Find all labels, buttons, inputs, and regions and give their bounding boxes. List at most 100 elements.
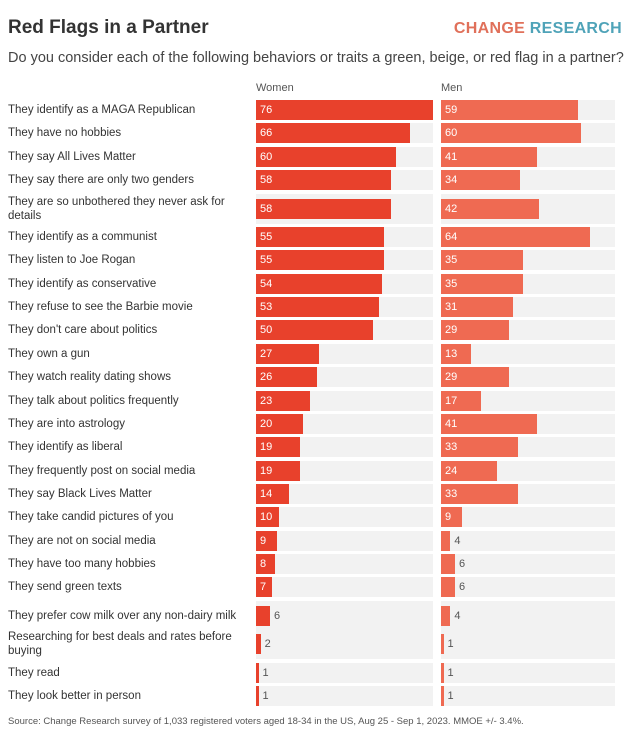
men-bar bbox=[441, 507, 462, 528]
women-bar bbox=[256, 413, 303, 434]
bar-track bbox=[441, 600, 615, 631]
bar-track bbox=[441, 662, 615, 683]
bar-track bbox=[441, 629, 615, 660]
data-label: 24 bbox=[445, 464, 458, 477]
category-label: They say there are only two genders bbox=[8, 174, 195, 187]
men-bar bbox=[441, 390, 481, 411]
brand-logo: CHANGE RESEARCH bbox=[453, 20, 622, 37]
bar-track bbox=[256, 600, 433, 631]
data-label: 29 bbox=[445, 324, 458, 337]
data-label: 76 bbox=[260, 104, 273, 116]
category-label: They take candid pictures of you bbox=[8, 511, 174, 524]
chart-title: Red Flags in a Partner bbox=[8, 17, 209, 38]
men-bar bbox=[441, 273, 523, 294]
category-label: They talk about politics frequently bbox=[8, 394, 179, 407]
men-bar bbox=[441, 100, 579, 120]
data-label: 60 bbox=[260, 150, 273, 163]
data-label: 6 bbox=[458, 581, 466, 594]
data-label: 33 bbox=[445, 441, 458, 454]
bar-track bbox=[441, 686, 615, 707]
category-label: They say Black Lives Matter bbox=[8, 487, 152, 500]
category-label: They watch reality dating shows bbox=[8, 371, 171, 384]
category-label: They have too many hobbies bbox=[8, 557, 156, 570]
data-label: 10 bbox=[260, 511, 273, 524]
data-label: 55 bbox=[260, 254, 273, 267]
footnote: Source: Change Research survey of 1,033 … bbox=[8, 716, 524, 727]
data-label: 14 bbox=[260, 487, 273, 500]
bar-track bbox=[441, 530, 615, 551]
category-label: They are not on social media bbox=[8, 534, 156, 547]
column-header-women: Women bbox=[256, 82, 294, 94]
data-label: 42 bbox=[445, 202, 458, 215]
bar-track bbox=[441, 553, 615, 574]
data-label: 9 bbox=[445, 511, 452, 524]
data-label: 1 bbox=[262, 666, 269, 679]
category-label: They don't care about politics bbox=[8, 324, 158, 337]
category-label: They are so unbothered they never ask fo… bbox=[8, 195, 225, 222]
data-label: 6 bbox=[458, 557, 466, 570]
women-bar bbox=[256, 662, 259, 683]
category-label: Researching for best deals and rates bef… bbox=[8, 631, 232, 658]
data-label: 50 bbox=[260, 324, 273, 337]
bar-track bbox=[441, 577, 615, 598]
data-label: 27 bbox=[260, 347, 273, 360]
column-header-men: Men bbox=[441, 82, 463, 94]
data-label: 58 bbox=[260, 202, 273, 215]
women-bar bbox=[256, 170, 392, 191]
data-label: 35 bbox=[445, 254, 458, 267]
women-bar bbox=[256, 530, 277, 551]
bar-track bbox=[256, 507, 433, 528]
data-label: 54 bbox=[260, 277, 273, 290]
category-label: They frequently post on social media bbox=[8, 464, 196, 477]
women-bar bbox=[256, 367, 317, 388]
data-label: 19 bbox=[260, 464, 273, 477]
women-bar bbox=[256, 123, 410, 144]
data-label: 35 bbox=[445, 277, 458, 290]
data-label: 1 bbox=[447, 690, 454, 703]
bar-track bbox=[256, 662, 433, 683]
women-bar bbox=[256, 390, 310, 411]
men-bar bbox=[441, 320, 509, 341]
category-label: They identify as conservative bbox=[8, 277, 157, 290]
women-bar bbox=[256, 198, 392, 219]
women-bar bbox=[256, 273, 382, 294]
category-label: They identify as liberal bbox=[8, 441, 123, 454]
category-label: They read bbox=[8, 666, 60, 679]
bar-track bbox=[256, 483, 433, 504]
women-bar bbox=[256, 507, 280, 528]
data-label: 13 bbox=[445, 347, 458, 360]
category-label: They identify as a communist bbox=[8, 231, 157, 244]
men-bar bbox=[441, 634, 444, 655]
category-label: They prefer cow milk over any non-dairy … bbox=[8, 609, 237, 622]
category-label: They refuse to see the Barbie movie bbox=[8, 301, 193, 314]
category-label: They own a gun bbox=[8, 347, 90, 360]
women-bar bbox=[256, 100, 434, 120]
data-label: 26 bbox=[260, 371, 273, 384]
men-bar bbox=[441, 553, 455, 574]
men-bar bbox=[441, 123, 581, 144]
category-label: They say All Lives Matter bbox=[8, 150, 136, 163]
data-label: 29 bbox=[445, 371, 458, 384]
category-label: They listen to Joe Rogan bbox=[8, 254, 136, 267]
men-bar bbox=[441, 662, 444, 683]
men-bar bbox=[441, 227, 591, 248]
women-bar bbox=[256, 460, 301, 481]
data-label: 17 bbox=[445, 394, 458, 407]
data-label: 4 bbox=[454, 609, 461, 622]
women-bar bbox=[256, 686, 259, 707]
data-label: 53 bbox=[260, 301, 273, 314]
data-label: 66 bbox=[260, 127, 273, 140]
bar-track bbox=[441, 390, 615, 411]
men-bar bbox=[441, 343, 472, 364]
women-bar bbox=[256, 483, 289, 504]
women-bar bbox=[256, 227, 385, 248]
data-label: 34 bbox=[445, 174, 458, 187]
data-label: 4 bbox=[454, 534, 461, 547]
bar-track bbox=[256, 553, 433, 574]
data-label: 31 bbox=[445, 301, 458, 314]
women-bar bbox=[256, 605, 270, 626]
data-label: 7 bbox=[260, 581, 267, 594]
data-label: 2 bbox=[264, 638, 271, 651]
data-label: 58 bbox=[260, 174, 273, 187]
data-label: 64 bbox=[445, 231, 458, 244]
